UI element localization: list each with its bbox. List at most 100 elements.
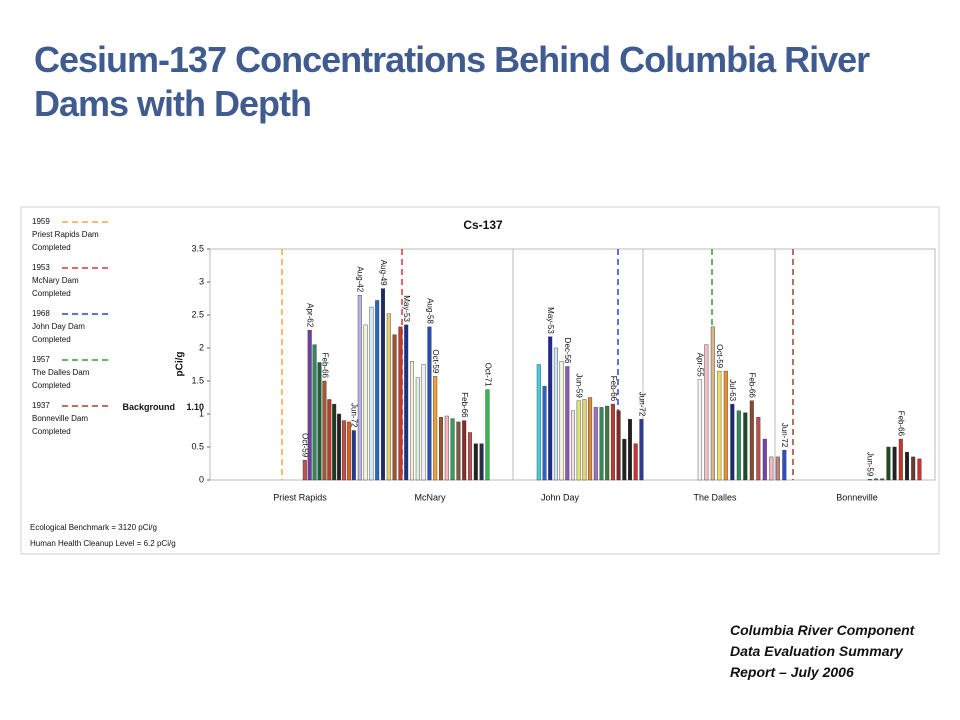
- legend-status: Completed: [32, 335, 71, 344]
- bar-date-label: Apr-62: [306, 303, 315, 328]
- legend-year: 1968: [32, 309, 50, 318]
- report-line: Columbia River Component: [730, 622, 915, 638]
- bar: [398, 326, 403, 481]
- bar: [605, 405, 610, 481]
- bar: [357, 295, 362, 481]
- legend-status: Completed: [32, 381, 71, 390]
- legend-name: McNary Dam: [32, 276, 79, 285]
- bar: [874, 478, 879, 481]
- legend-year: 1937: [32, 401, 50, 410]
- bar: [571, 410, 576, 481]
- legend-name: John Day Dam: [32, 322, 85, 331]
- bar: [439, 417, 444, 481]
- bar: [633, 443, 638, 481]
- bar-date-label: Oct-59: [431, 349, 440, 374]
- bar: [599, 407, 604, 481]
- report-citation: Columbia River Component Data Evaluation…: [730, 620, 914, 683]
- bar: [450, 418, 455, 481]
- x-tick-label: Bonneville: [836, 492, 878, 502]
- legend-name: Bonneville Dam: [32, 414, 88, 423]
- bar: [769, 456, 774, 481]
- bar: [322, 380, 327, 481]
- report-line: Data Evaluation Summary: [730, 643, 903, 659]
- bar: [576, 400, 581, 481]
- chart-title: Cs-137: [463, 218, 503, 232]
- bar: [307, 329, 312, 481]
- bar-date-label: Jun-59: [575, 373, 584, 398]
- y-tick-label: 2.5: [191, 309, 204, 319]
- bar: [427, 326, 432, 481]
- bar: [730, 403, 735, 481]
- bar: [917, 458, 922, 481]
- bar-date-label: Feb-66: [897, 411, 906, 437]
- bar-date-label: Oct-71: [483, 363, 492, 388]
- bar: [717, 370, 722, 481]
- bar-date-label: Oct-59: [301, 433, 310, 458]
- legend-status: Completed: [32, 289, 71, 298]
- bar: [886, 446, 891, 481]
- bar: [559, 361, 564, 481]
- y-tick-label: 3: [199, 276, 204, 286]
- bar-date-label: May-53: [546, 307, 555, 334]
- y-tick-label: 3.5: [191, 243, 204, 253]
- legend-name: Priest Rapids Dam: [32, 230, 99, 239]
- bar: [346, 421, 351, 481]
- legend-name: The Dalles Dam: [32, 368, 90, 377]
- bar: [302, 460, 307, 481]
- y-tick-label: 0.5: [191, 441, 204, 451]
- bar: [386, 313, 391, 481]
- bar: [880, 478, 885, 481]
- bar: [697, 379, 702, 481]
- bar-date-label: Aug-49: [379, 260, 388, 286]
- bar: [317, 362, 322, 481]
- bar: [736, 410, 741, 481]
- background-label: Background: [122, 402, 175, 412]
- bar-date-label: Jun-72: [350, 403, 359, 428]
- bar: [351, 430, 356, 481]
- x-tick-label: The Dalles: [693, 492, 737, 502]
- bar-date-label: Aug-42: [356, 266, 365, 292]
- bar: [704, 344, 709, 481]
- bar: [593, 407, 598, 481]
- x-tick-label: McNary: [415, 492, 446, 502]
- bar: [723, 370, 728, 481]
- bar-date-label: Feb-66: [460, 392, 469, 418]
- legend-status: Completed: [32, 243, 71, 252]
- bar: [369, 306, 374, 481]
- bar: [332, 403, 337, 481]
- bar: [536, 364, 541, 481]
- bar: [479, 443, 484, 481]
- bar-date-label: Aug-58: [425, 298, 434, 324]
- bar: [749, 400, 754, 481]
- y-tick-label: 1: [199, 408, 204, 418]
- bar: [404, 324, 409, 481]
- report-line: Report – July 2006: [730, 664, 854, 680]
- bar: [415, 377, 420, 481]
- bar: [462, 420, 467, 481]
- bar: [898, 438, 903, 481]
- bar: [911, 456, 916, 481]
- bar: [622, 438, 627, 481]
- bar: [775, 456, 780, 481]
- bar: [628, 419, 633, 481]
- bar: [710, 326, 715, 481]
- bar: [553, 347, 558, 481]
- bar-date-label: Feb-66: [320, 353, 329, 379]
- x-tick-label: Priest Rapids: [273, 492, 327, 502]
- bar: [433, 376, 438, 481]
- bar: [375, 300, 380, 481]
- x-tick-label: John Day: [541, 492, 580, 502]
- bar: [342, 420, 347, 481]
- legend-year: 1953: [32, 263, 50, 272]
- bar: [312, 344, 317, 481]
- bar: [485, 389, 490, 481]
- y-axis-label: pCi/g: [175, 352, 186, 377]
- bar: [756, 417, 761, 481]
- bar: [456, 421, 461, 481]
- bar: [421, 364, 426, 481]
- bar: [410, 361, 415, 481]
- bar-date-label: Dec-56: [563, 338, 572, 364]
- bar: [588, 397, 593, 481]
- bar: [743, 412, 748, 481]
